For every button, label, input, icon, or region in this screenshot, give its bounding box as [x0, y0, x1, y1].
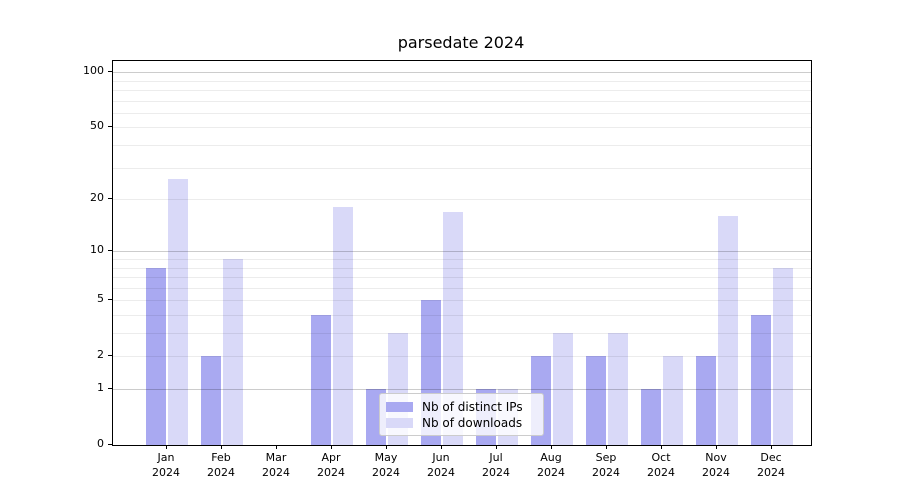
x-tick-label: Sep 2024: [592, 451, 620, 479]
x-tick-mark: [661, 445, 662, 449]
x-tick-label: May 2024: [372, 451, 400, 479]
bar-distinct-ips: [696, 356, 716, 445]
x-tick-mark: [276, 445, 277, 449]
bar-downloads: [333, 207, 353, 445]
x-tick-label: Aug 2024: [537, 451, 565, 479]
bar-downloads: [663, 356, 683, 445]
bar-distinct-ips: [201, 356, 221, 445]
chart-title: parsedate 2024: [397, 33, 525, 52]
bar-downloads: [443, 211, 463, 445]
y-tick-mark: [108, 388, 112, 389]
x-tick-mark: [441, 445, 442, 449]
x-tick-label: Oct 2024: [647, 451, 675, 479]
legend-label-downloads: Nb of downloads: [422, 416, 523, 430]
y-tick-mark: [108, 198, 112, 200]
bar-distinct-ips: [146, 267, 166, 445]
x-tick-label: Jun 2024: [427, 451, 455, 479]
bar-downloads: [168, 178, 188, 445]
y-tick-mark: [108, 355, 112, 357]
bar-distinct-ips: [751, 314, 771, 445]
legend-swatch-downloads: [386, 418, 413, 428]
legend: Nb of distinct IPs Nb of downloads: [379, 393, 544, 436]
x-tick-mark: [386, 445, 387, 449]
x-tick-mark: [166, 445, 167, 449]
bar-downloads: [608, 333, 628, 445]
x-tick-label: Apr 2024: [317, 451, 345, 479]
y-tick-label: 5: [97, 292, 104, 306]
x-tick-mark: [606, 445, 607, 449]
bar-downloads: [223, 259, 243, 445]
bar-downloads: [718, 216, 738, 445]
x-tick-mark: [716, 445, 717, 449]
bar-distinct-ips: [311, 314, 331, 445]
x-tick-mark: [331, 445, 332, 449]
bar-distinct-ips: [641, 389, 661, 445]
y-tick-label: 0: [97, 437, 104, 450]
y-tick-mark: [108, 444, 112, 445]
bar-downloads: [553, 333, 573, 445]
y-tick-label: 2: [97, 348, 104, 362]
x-tick-mark: [221, 445, 222, 449]
x-tick-label: Dec 2024: [757, 451, 785, 479]
x-tick-label: Jan 2024: [152, 451, 180, 479]
y-tick-mark: [108, 126, 112, 128]
bars-layer: [113, 61, 811, 445]
y-tick-label: 100: [83, 64, 104, 78]
plot-area: [112, 60, 812, 446]
y-tick-label: 1: [97, 381, 104, 394]
legend-swatch-distinct-ips: [386, 402, 413, 412]
x-tick-mark: [496, 445, 497, 449]
x-tick-label: Jul 2024: [482, 451, 510, 479]
y-tick-mark: [108, 250, 112, 252]
y-tick-mark: [108, 71, 112, 73]
bar-distinct-ips: [586, 356, 606, 445]
x-tick-label: Mar 2024: [262, 451, 290, 479]
legend-label-distinct-ips: Nb of distinct IPs: [422, 400, 523, 414]
x-tick-mark: [771, 445, 772, 449]
y-tick-mark: [108, 299, 112, 301]
y-tick-label: 20: [90, 191, 104, 205]
y-tick-label: 50: [90, 119, 104, 133]
y-tick-label: 10: [90, 243, 104, 257]
x-tick-label: Feb 2024: [207, 451, 235, 479]
x-tick-mark: [551, 445, 552, 449]
x-tick-label: Nov 2024: [702, 451, 730, 479]
legend-entry-distinct-ips: Nb of distinct IPs: [386, 399, 536, 415]
legend-entry-downloads: Nb of downloads: [386, 415, 536, 431]
bar-downloads: [773, 267, 793, 445]
